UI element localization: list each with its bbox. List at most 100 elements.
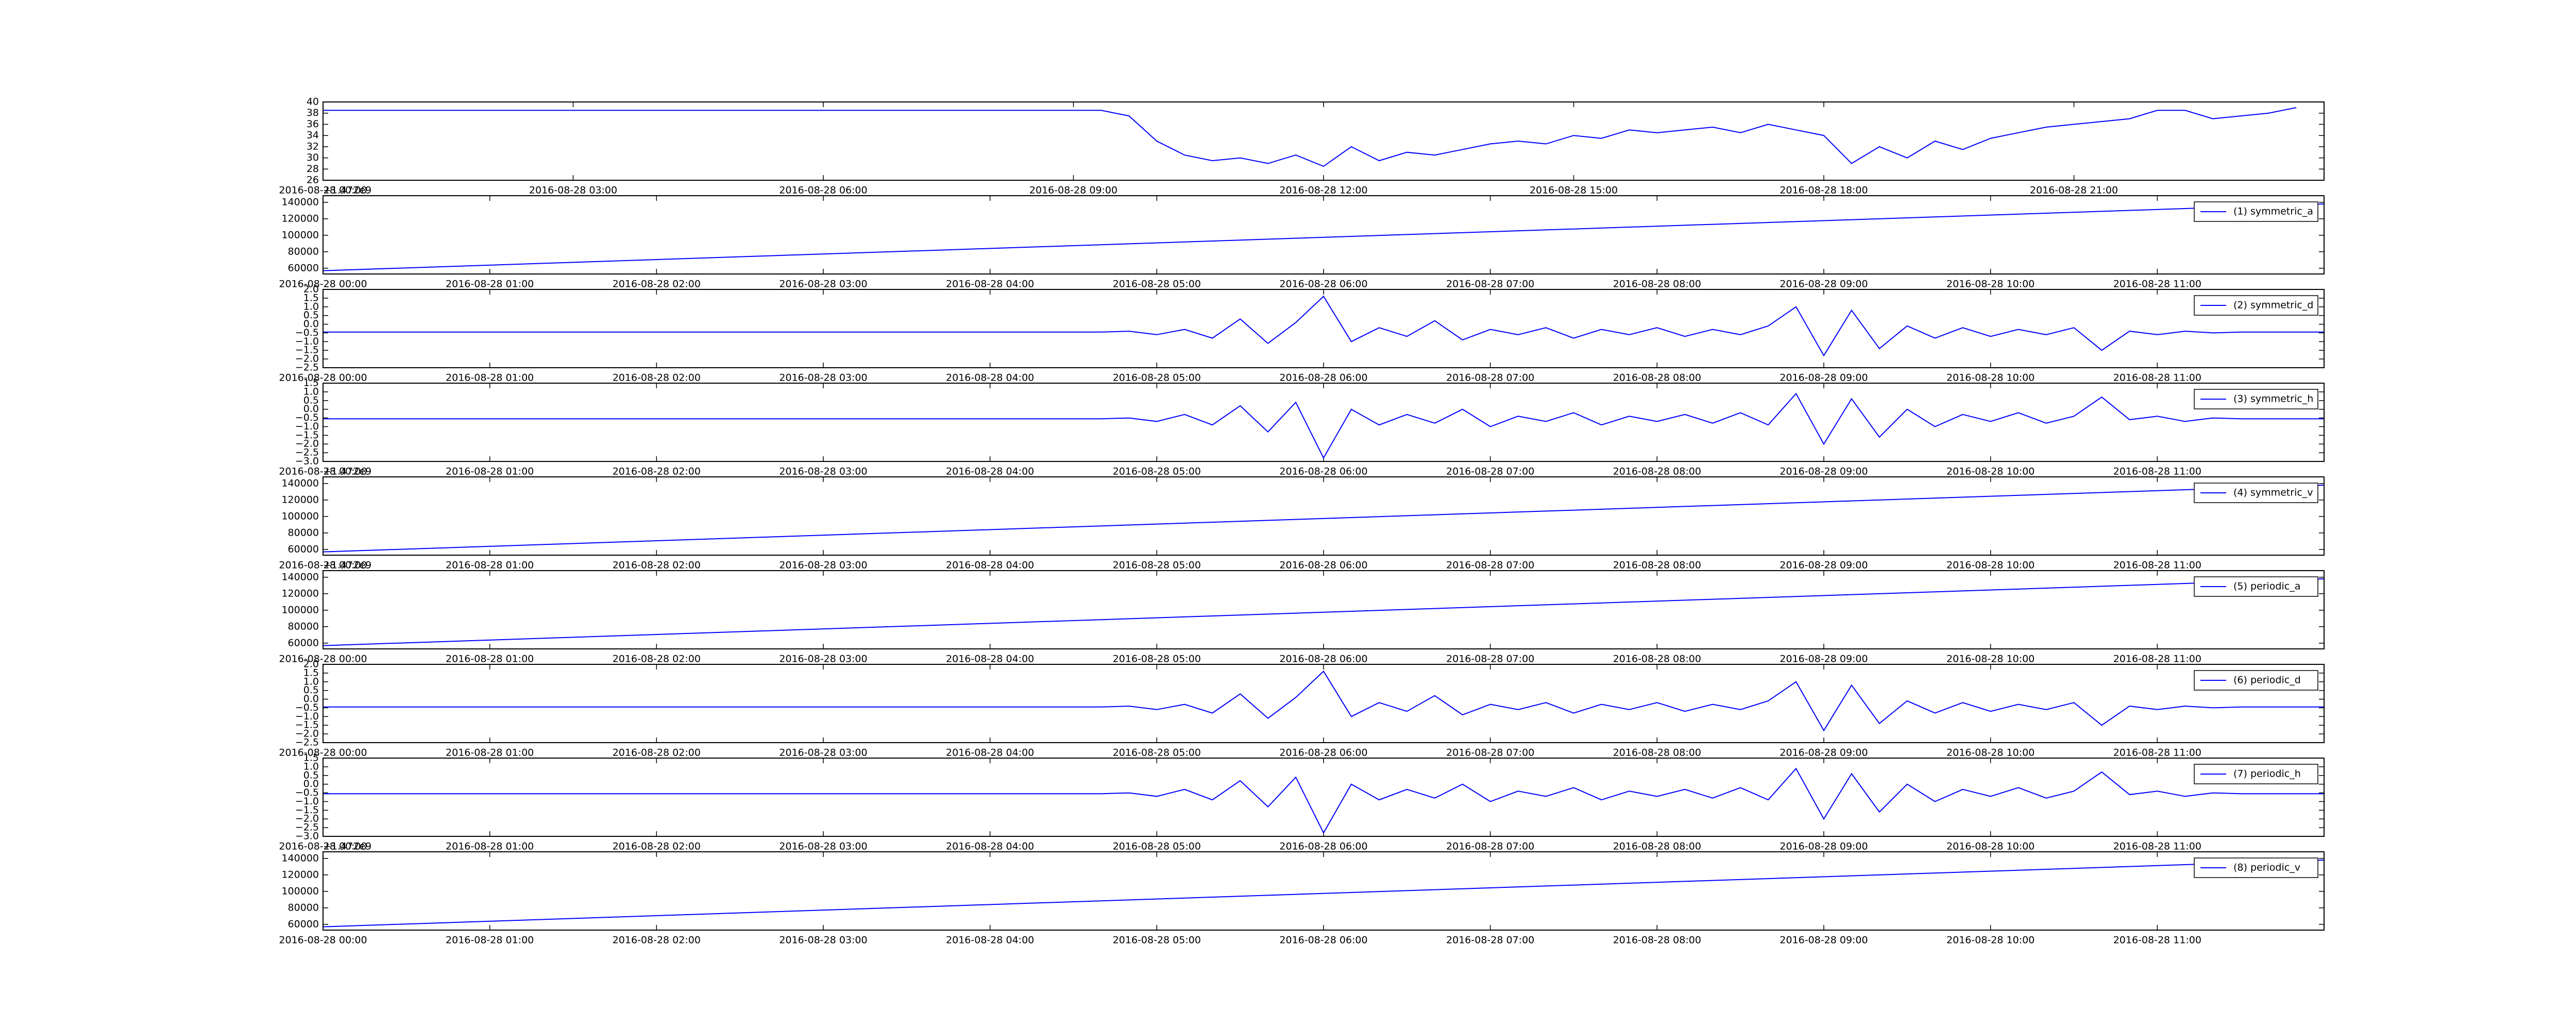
x-tick-label: 2016-08-28 11:00 xyxy=(2113,654,2201,665)
y-tick-label: 60000 xyxy=(288,262,319,273)
legend-label: (1) symmetric_a xyxy=(2233,206,2313,217)
y-tick-label: 26 xyxy=(307,175,319,186)
x-tick-label: 2016-08-28 08:00 xyxy=(1613,654,1701,665)
x-tick-label: 2016-08-28 05:00 xyxy=(1113,279,1201,290)
y-tick-label: 80000 xyxy=(288,621,319,632)
x-tick-label: 2016-08-28 04:00 xyxy=(946,279,1034,290)
y-tick-label: −2.5 xyxy=(295,447,319,458)
x-tick-label: 2016-08-28 18:00 xyxy=(1780,185,1868,196)
x-tick-label: 2016-08-28 10:00 xyxy=(1946,747,2035,759)
x-tick-label: 2016-08-28 07:00 xyxy=(1446,747,1534,759)
y-tick-label: 1.5 xyxy=(303,667,319,678)
x-tick-label: 2016-08-28 02:00 xyxy=(613,466,701,477)
y-tick-label: 60000 xyxy=(288,637,319,648)
y-tick-label: 80000 xyxy=(288,527,319,538)
x-tick-label: 2016-08-28 03:00 xyxy=(779,654,867,665)
y-tick-label: 80000 xyxy=(288,246,319,257)
x-tick-label: 2016-08-28 00:00 xyxy=(279,841,367,852)
x-tick-label: 2016-08-28 03:00 xyxy=(529,185,617,196)
offset-text: +1.472e9 xyxy=(323,560,371,571)
x-tick-label: 2016-08-28 05:00 xyxy=(1113,841,1201,852)
x-tick-label: 2016-08-28 06:00 xyxy=(1279,372,1367,384)
legend-label: (5) periodic_a xyxy=(2233,581,2300,592)
data-line xyxy=(323,295,2324,357)
x-tick-label: 2016-08-28 11:00 xyxy=(2113,560,2201,571)
x-tick-label: 2016-08-28 06:00 xyxy=(1279,279,1367,290)
data-line xyxy=(323,670,2324,732)
x-tick-label: 2016-08-28 05:00 xyxy=(1113,560,1201,571)
y-tick-label: −1.5 xyxy=(295,430,319,441)
x-tick-label: 2016-08-28 09:00 xyxy=(1029,185,1117,196)
x-tick-label: 2016-08-28 04:00 xyxy=(946,560,1034,571)
x-tick-label: 2016-08-28 11:00 xyxy=(2113,279,2201,290)
axes-frame xyxy=(323,851,2325,931)
y-tick-label: −1.0 xyxy=(295,336,319,347)
x-tick-label: 2016-08-28 07:00 xyxy=(1446,372,1534,384)
y-tick-label: −3.0 xyxy=(295,831,319,842)
x-tick-label: 2016-08-28 00:00 xyxy=(279,747,367,759)
x-tick-label: 2016-08-28 06:00 xyxy=(1279,466,1367,477)
data-line xyxy=(323,578,2324,646)
x-tick-label: 2016-08-28 09:00 xyxy=(1780,747,1868,759)
x-tick-label: 2016-08-28 05:00 xyxy=(1113,466,1201,477)
x-tick-label: 2016-08-28 10:00 xyxy=(1946,935,2035,946)
x-tick-label: 2016-08-28 08:00 xyxy=(1613,279,1701,290)
y-tick-label: 60000 xyxy=(288,918,319,930)
offset-text: +1.472e9 xyxy=(323,466,371,477)
x-tick-label: 2016-08-28 21:00 xyxy=(2030,185,2118,196)
x-tick-label: 2016-08-28 07:00 xyxy=(1446,466,1534,477)
y-tick-label: −0.5 xyxy=(295,787,319,798)
x-tick-label: 2016-08-28 08:00 xyxy=(1613,466,1701,477)
y-tick-label: 1.0 xyxy=(303,676,319,687)
x-tick-label: 2016-08-28 09:00 xyxy=(1780,560,1868,571)
data-line xyxy=(323,107,2297,167)
x-tick-label: 2016-08-28 01:00 xyxy=(446,841,534,852)
x-tick-label: 2016-08-28 06:00 xyxy=(779,185,867,196)
data-line xyxy=(323,392,2324,459)
offset-text: +1.472e9 xyxy=(323,185,371,196)
x-tick-label: 2016-08-28 08:00 xyxy=(1613,935,1701,946)
x-tick-label: 2016-08-28 09:00 xyxy=(1780,841,1868,852)
y-tick-label: 140000 xyxy=(281,571,319,582)
legend-label: (4) symmetric_v xyxy=(2233,487,2313,499)
x-tick-label: 2016-08-28 02:00 xyxy=(613,372,701,384)
axes-frame xyxy=(323,289,2325,368)
x-tick-label: 2016-08-28 05:00 xyxy=(1113,654,1201,665)
x-tick-label: 2016-08-28 06:00 xyxy=(1279,841,1367,852)
x-tick-label: 2016-08-28 02:00 xyxy=(613,935,701,946)
x-tick-label: 2016-08-28 11:00 xyxy=(2113,372,2201,384)
x-tick-label: 2016-08-28 04:00 xyxy=(946,747,1034,759)
y-tick-label: −2.0 xyxy=(295,353,319,365)
axes-frame xyxy=(323,195,2325,274)
y-tick-label: 120000 xyxy=(281,213,319,224)
legend-label: (7) periodic_h xyxy=(2233,768,2301,780)
legend-label: (2) symmetric_d xyxy=(2233,300,2313,311)
x-tick-label: 2016-08-28 03:00 xyxy=(779,935,867,946)
x-tick-label: 2016-08-28 06:00 xyxy=(1279,560,1367,571)
axes-frame xyxy=(323,101,2325,181)
y-tick-label: 2.0 xyxy=(303,284,319,295)
x-tick-label: 2016-08-28 10:00 xyxy=(1946,372,2035,384)
x-tick-label: 2016-08-28 04:00 xyxy=(946,841,1034,852)
y-tick-label: −2.0 xyxy=(295,728,319,740)
x-tick-label: 2016-08-28 09:00 xyxy=(1780,935,1868,946)
y-tick-label: 0.5 xyxy=(303,769,319,781)
y-tick-label: 34 xyxy=(307,130,319,141)
x-tick-label: 2016-08-28 06:00 xyxy=(1279,935,1367,946)
y-tick-label: 1.5 xyxy=(303,752,319,764)
x-tick-label: 2016-08-28 11:00 xyxy=(2113,935,2201,946)
y-tick-label: 2.0 xyxy=(303,659,319,670)
x-tick-label: 2016-08-28 07:00 xyxy=(1446,654,1534,665)
legend-label: (3) symmetric_h xyxy=(2233,393,2313,405)
x-tick-label: 2016-08-28 00:00 xyxy=(279,935,367,946)
x-tick-label: 2016-08-28 03:00 xyxy=(779,747,867,759)
x-tick-label: 2016-08-28 07:00 xyxy=(1446,841,1534,852)
x-tick-label: 2016-08-28 02:00 xyxy=(613,560,701,571)
y-tick-label: 120000 xyxy=(281,869,319,880)
x-tick-label: 2016-08-28 10:00 xyxy=(1946,654,2035,665)
y-tick-label: 28 xyxy=(307,163,319,175)
y-tick-label: −1.5 xyxy=(295,719,319,731)
x-tick-label: 2016-08-28 03:00 xyxy=(779,841,867,852)
y-tick-label: −2.5 xyxy=(295,737,319,748)
x-tick-label: 2016-08-28 04:00 xyxy=(946,654,1034,665)
